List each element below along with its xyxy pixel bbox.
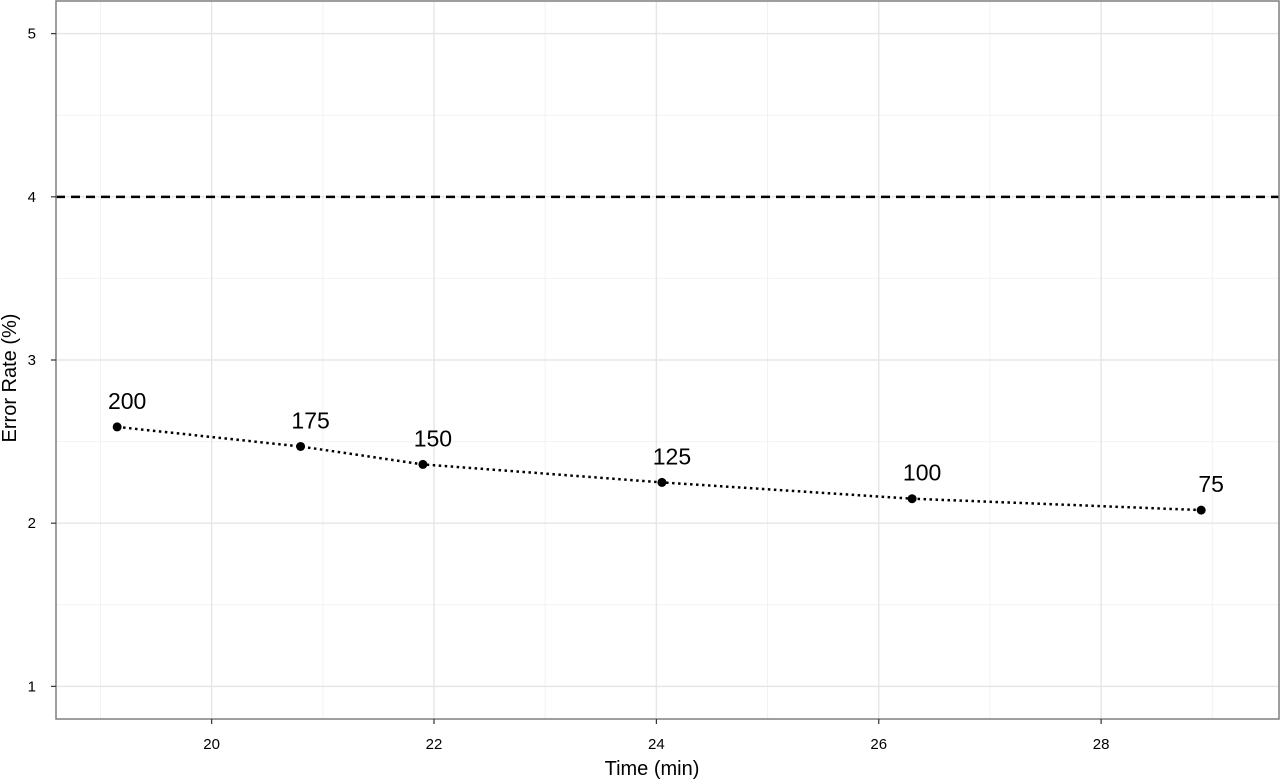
y-tick-label: 2 [28,515,36,532]
y-tick-label: 4 [28,189,36,206]
data-point-label: 75 [1198,471,1224,497]
x-axis-title: Time (min) [605,758,700,779]
y-tick-label: 3 [28,352,36,369]
data-point-label: 125 [653,443,691,469]
x-tick-label: 22 [426,736,443,753]
series-line [116,425,1202,512]
data-point [907,494,917,504]
data-point [418,459,428,469]
x-axis: 20 22 24 26 28 [203,719,1109,753]
series-layer [112,422,1206,515]
data-point [1196,505,1206,515]
data-point-label: 175 [291,407,329,433]
x-tick-label: 28 [1093,736,1110,753]
data-point-label: 100 [903,460,941,486]
y-axis-title: Error Rate (%) [0,314,21,443]
data-point-label: 200 [108,388,146,414]
x-tick-label: 20 [203,736,220,753]
y-tick-label: 5 [28,26,36,43]
grid-layer [56,1,1279,719]
point-label-layer: 200 175 150 125 100 75 [108,388,1224,497]
y-tick-label: 1 [28,678,36,695]
y-axis: 1 2 3 4 5 [28,26,56,695]
data-point [112,422,122,432]
x-tick-label: 26 [870,736,887,753]
x-tick-label: 24 [648,736,665,753]
data-point [296,441,306,451]
data-point-label: 150 [414,425,452,451]
data-point [657,477,667,487]
